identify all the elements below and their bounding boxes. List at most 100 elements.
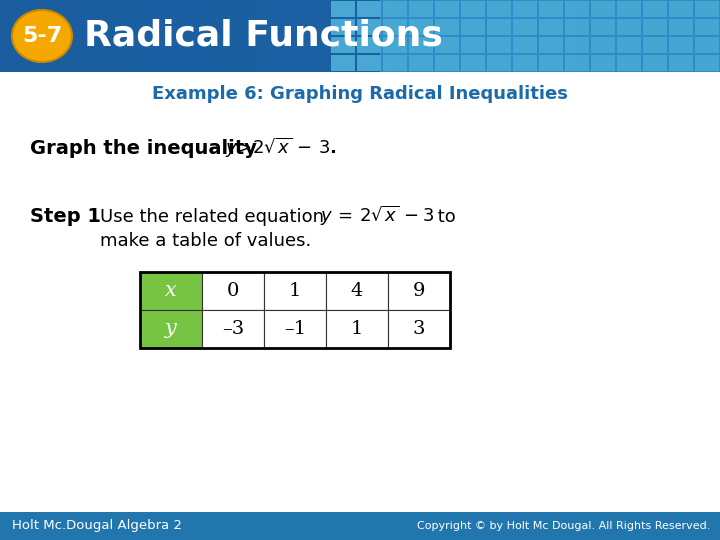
Bar xyxy=(170,0,171,72)
Bar xyxy=(8,0,9,72)
Bar xyxy=(523,0,524,72)
Bar xyxy=(505,0,506,72)
Bar xyxy=(706,0,707,72)
Bar xyxy=(620,0,621,72)
Bar xyxy=(409,37,433,53)
Bar xyxy=(328,0,329,72)
Bar xyxy=(44,0,45,72)
Bar xyxy=(326,272,388,310)
Bar xyxy=(331,0,332,72)
Bar xyxy=(95,0,96,72)
Bar xyxy=(605,0,606,72)
Bar xyxy=(12,0,13,72)
Bar xyxy=(357,1,381,17)
Bar xyxy=(617,0,618,72)
Bar xyxy=(304,0,305,72)
Bar xyxy=(56,0,57,72)
Bar xyxy=(169,0,170,72)
Bar xyxy=(436,0,437,72)
Bar xyxy=(539,0,540,72)
Bar xyxy=(80,0,81,72)
Bar xyxy=(702,0,703,72)
Bar xyxy=(612,0,613,72)
Bar xyxy=(49,0,50,72)
Text: Use the related equation: Use the related equation xyxy=(100,208,324,226)
Bar xyxy=(108,0,109,72)
Bar xyxy=(140,272,450,348)
Bar xyxy=(606,0,607,72)
Text: 4: 4 xyxy=(351,282,363,300)
Bar xyxy=(564,0,565,72)
Bar xyxy=(701,0,702,72)
Bar xyxy=(537,0,538,72)
Bar xyxy=(136,0,137,72)
Bar xyxy=(331,55,355,71)
Bar xyxy=(269,0,270,72)
Bar xyxy=(545,0,546,72)
Bar xyxy=(180,0,181,72)
Bar xyxy=(597,0,598,72)
Bar xyxy=(704,0,705,72)
Bar xyxy=(375,0,376,72)
Bar xyxy=(554,0,555,72)
Bar xyxy=(24,0,25,72)
Bar xyxy=(54,0,55,72)
Text: –3: –3 xyxy=(222,320,244,338)
Bar xyxy=(5,0,6,72)
Bar xyxy=(374,0,375,72)
Text: Radical Functions: Radical Functions xyxy=(84,19,443,53)
Bar xyxy=(472,0,473,72)
Bar xyxy=(162,0,163,72)
Bar xyxy=(267,0,268,72)
Bar xyxy=(311,0,312,72)
Bar xyxy=(226,0,227,72)
Bar xyxy=(10,0,11,72)
Bar xyxy=(420,0,421,72)
Bar xyxy=(109,0,110,72)
Bar xyxy=(165,0,166,72)
Bar xyxy=(133,0,134,72)
Bar xyxy=(487,19,511,35)
Bar xyxy=(221,0,222,72)
Bar xyxy=(359,0,360,72)
Bar xyxy=(190,0,191,72)
Bar xyxy=(23,0,24,72)
Bar xyxy=(608,0,609,72)
Bar xyxy=(292,0,293,72)
Bar xyxy=(669,0,670,72)
Bar xyxy=(342,0,343,72)
Bar xyxy=(677,0,678,72)
Bar xyxy=(145,0,146,72)
Bar xyxy=(504,0,505,72)
Bar xyxy=(703,0,704,72)
Bar xyxy=(533,0,534,72)
Bar xyxy=(357,0,358,72)
Bar xyxy=(348,0,349,72)
Bar xyxy=(548,0,549,72)
Bar xyxy=(474,0,475,72)
Bar xyxy=(539,19,563,35)
Bar xyxy=(243,0,244,72)
Bar xyxy=(159,0,160,72)
Bar xyxy=(111,0,112,72)
Bar xyxy=(685,0,686,72)
Bar xyxy=(654,0,655,72)
Bar xyxy=(241,0,242,72)
Bar xyxy=(219,0,220,72)
Bar xyxy=(689,0,690,72)
Bar xyxy=(621,0,622,72)
Bar xyxy=(588,0,589,72)
Bar xyxy=(388,272,450,310)
Bar xyxy=(441,0,442,72)
Bar xyxy=(148,0,149,72)
Bar xyxy=(547,0,548,72)
Bar xyxy=(494,0,495,72)
Bar xyxy=(427,0,428,72)
Bar xyxy=(513,55,537,71)
Bar xyxy=(463,0,464,72)
Bar xyxy=(216,0,217,72)
Bar xyxy=(455,0,456,72)
Bar xyxy=(618,0,619,72)
Bar xyxy=(244,0,245,72)
Bar xyxy=(575,0,576,72)
